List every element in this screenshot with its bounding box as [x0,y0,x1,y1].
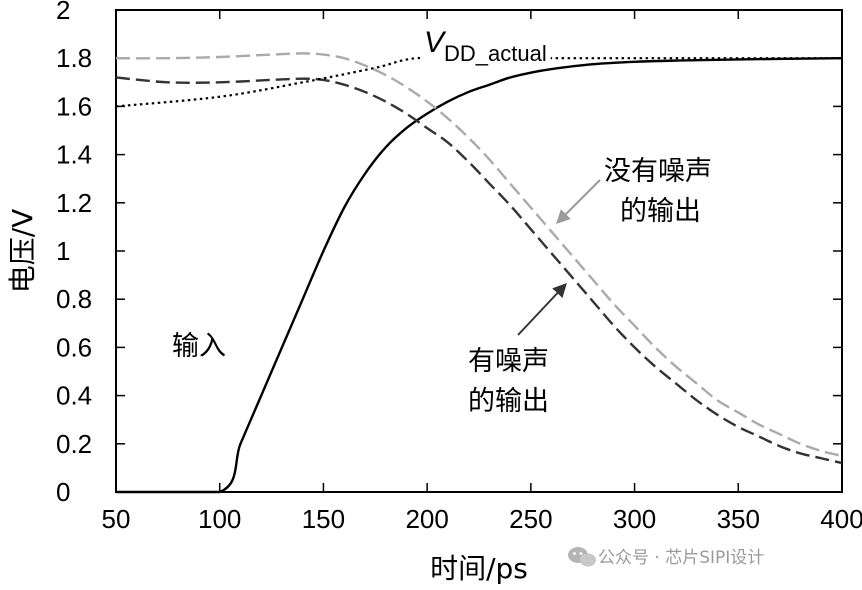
clean-output-label-line2: 的输出 [620,196,701,227]
watermark-text: 公众号 · 芯片SIPI设计 [598,548,764,568]
x-tick-label: 200 [405,504,448,534]
noisy-output-curve [115,76,843,465]
y-tick-label: 0 [56,477,70,507]
y-axis-label: 电压/V [6,209,39,294]
y-tick-label: 1.8 [56,43,92,73]
x-tick-label: 50 [102,504,131,534]
noisy-output-arrow [517,282,567,336]
y-tick-label: 1.6 [56,91,92,121]
watermark: 公众号 · 芯片SIPI设计 [568,547,764,568]
y-tick-label: 1.2 [56,188,92,218]
input-curve [116,57,843,494]
y-tick-label: 2 [56,0,70,25]
noisy-output-label-line2: 的输出 [468,386,549,417]
x-axis-label: 时间/ps [430,552,528,585]
vdd-label-background [420,26,551,66]
vdd-actual-curve [115,56,842,108]
vdd-subscript: DD_actual [444,41,547,66]
vdd-v: V [424,26,447,59]
y-tick-label: 1.4 [56,140,92,170]
axes: 50 100 150 200 250 300 350 400 0 0.2 0.4 0.6 0.8 1 1.2… [6,0,862,585]
y-tick-label: 0.6 [56,332,92,362]
clean-output-arrow [556,179,601,224]
y-tick-label: 0.2 [56,429,92,459]
noisy-output-label-line1: 有噪声 [468,346,549,377]
y-tick-label: 0.4 [56,381,92,411]
x-tick-label: 400 [820,504,862,534]
y-tick-label: 0.8 [56,284,92,314]
input-label: 输入 [172,331,226,362]
x-tick-label: 250 [509,504,552,534]
clean-output-curve [115,52,843,458]
x-tick-label: 350 [717,504,760,534]
x-tick-label: 300 [613,504,656,534]
vdd-actual-label: VDD_actual [424,26,547,66]
series-group [115,52,843,494]
y-tick-label: 1 [56,236,70,266]
clean-output-label-line1: 没有噪声 [604,156,712,187]
x-tick-label: 100 [198,504,241,534]
wechat-icon [568,547,596,567]
x-tick-label: 150 [302,504,345,534]
